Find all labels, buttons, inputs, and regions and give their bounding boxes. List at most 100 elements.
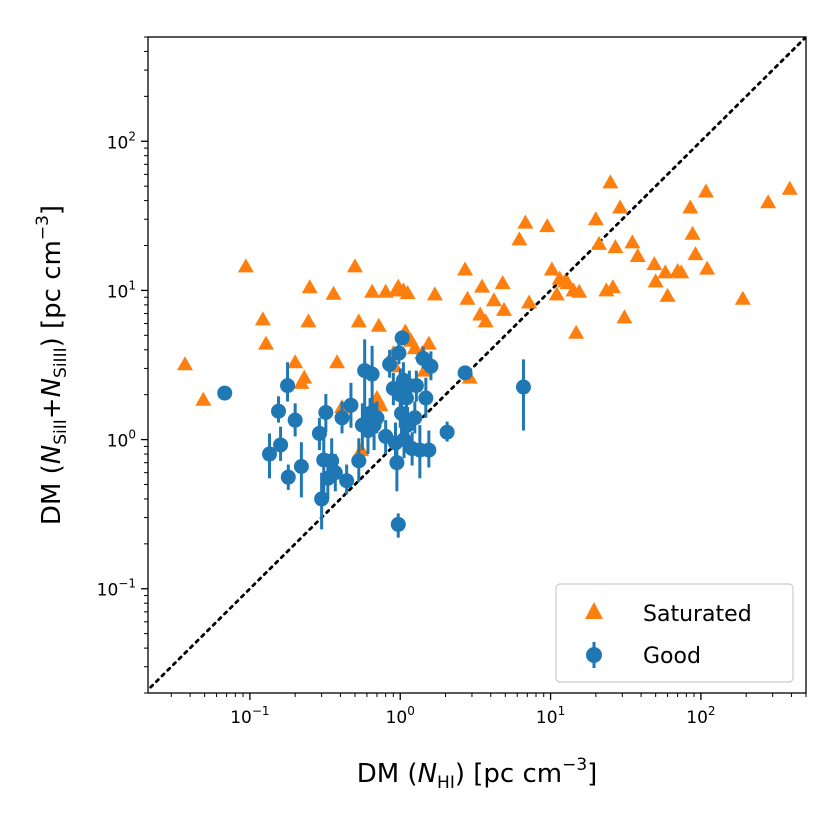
saturated-point (346, 258, 363, 273)
good-point (421, 442, 437, 458)
good-point (407, 410, 423, 426)
saturated-point (301, 279, 318, 294)
saturated-point (195, 391, 212, 406)
saturated-point (459, 290, 476, 305)
x-tick-label: 10−1 (230, 704, 269, 728)
saturated-point (296, 369, 313, 384)
saturated-point (647, 273, 664, 288)
saturated-point (300, 313, 317, 328)
y-tick-label: 102 (107, 129, 136, 153)
x-axis-label: DM (NHI) [pc cm−3] (357, 755, 598, 793)
saturated-point (350, 313, 367, 328)
saturated-point (591, 235, 608, 250)
saturated-point (494, 275, 511, 290)
x-tick-label: 102 (686, 704, 715, 728)
saturated-point (485, 292, 502, 307)
y-tick-label: 10−1 (97, 577, 136, 601)
saturated-point (511, 231, 528, 246)
good-point (280, 378, 296, 394)
plot-frame (147, 36, 807, 694)
saturated-point (176, 356, 193, 371)
saturated-point (699, 260, 716, 275)
good-point (515, 379, 531, 395)
good-point (261, 446, 277, 462)
saturated-point (734, 290, 751, 305)
legend-saturated-marker (585, 602, 603, 619)
saturated-point (329, 354, 346, 369)
saturated-point (646, 256, 663, 271)
saturated-point (399, 285, 416, 300)
saturated-point (687, 246, 704, 261)
legend-good-label: Good (643, 644, 701, 669)
saturated-point (697, 183, 714, 198)
y-axis-ticks: 10−1 100 101 102 (97, 36, 148, 694)
saturated-point (616, 309, 633, 324)
series-saturated (176, 174, 798, 457)
saturated-point (474, 278, 491, 293)
good-point (364, 366, 380, 382)
saturated-point (571, 283, 588, 298)
saturated-point (457, 261, 474, 276)
good-point (351, 453, 367, 469)
good-point (343, 397, 359, 413)
saturated-point (426, 286, 443, 301)
y-tick-label: 101 (107, 278, 136, 302)
reference-line-y-equals-x (148, 37, 806, 692)
saturated-point (684, 225, 701, 240)
saturated-point (612, 199, 629, 214)
saturated-point (539, 218, 556, 233)
saturated-point (477, 313, 494, 328)
saturated-point (325, 285, 342, 300)
saturated-point (548, 286, 565, 301)
saturated-point (420, 335, 437, 350)
saturated-point (406, 340, 423, 355)
saturated-point (521, 294, 538, 309)
saturated-point (237, 258, 254, 273)
good-point (418, 390, 434, 406)
good-point (293, 458, 309, 474)
saturated-point (496, 301, 513, 316)
good-point (339, 473, 355, 489)
y-tick-label: 100 (107, 428, 136, 452)
saturated-point (682, 199, 699, 214)
saturated-point (364, 283, 381, 298)
legend-good-marker (586, 647, 602, 663)
saturated-point (517, 214, 534, 229)
good-point (314, 491, 330, 507)
y-axis-label: DM (NSiII+NSiIII) [pc cm−3] (33, 205, 71, 525)
saturated-point (587, 211, 604, 226)
legend: Saturated Good (555, 583, 794, 683)
saturated-point (659, 287, 676, 302)
saturated-point (624, 234, 641, 249)
saturated-point (370, 317, 387, 332)
good-point (423, 358, 439, 374)
good-point (382, 356, 398, 372)
good-point (327, 465, 343, 481)
x-axis-ticks: 10−1 100 101 102 (170, 693, 807, 728)
x-tick-label: 100 (386, 704, 415, 728)
good-point (389, 455, 405, 471)
good-point (457, 365, 473, 381)
saturated-point (657, 264, 674, 279)
x-tick-label: 101 (536, 704, 565, 728)
saturated-point (607, 239, 624, 254)
good-point (439, 424, 455, 440)
saturated-point (629, 248, 646, 263)
good-point (391, 345, 407, 361)
good-point (217, 385, 233, 401)
good-point (408, 378, 424, 394)
saturated-point (258, 335, 275, 350)
good-point (271, 403, 287, 419)
saturated-point (781, 180, 798, 195)
good-point (287, 412, 303, 428)
legend-saturated-label: Saturated (643, 602, 752, 627)
legend-box (555, 583, 794, 683)
saturated-point (287, 354, 304, 369)
good-point (390, 516, 406, 532)
good-point (318, 404, 334, 420)
good-point (273, 437, 289, 453)
saturated-point (760, 194, 777, 209)
saturated-point (568, 324, 585, 339)
saturated-point (254, 311, 271, 326)
